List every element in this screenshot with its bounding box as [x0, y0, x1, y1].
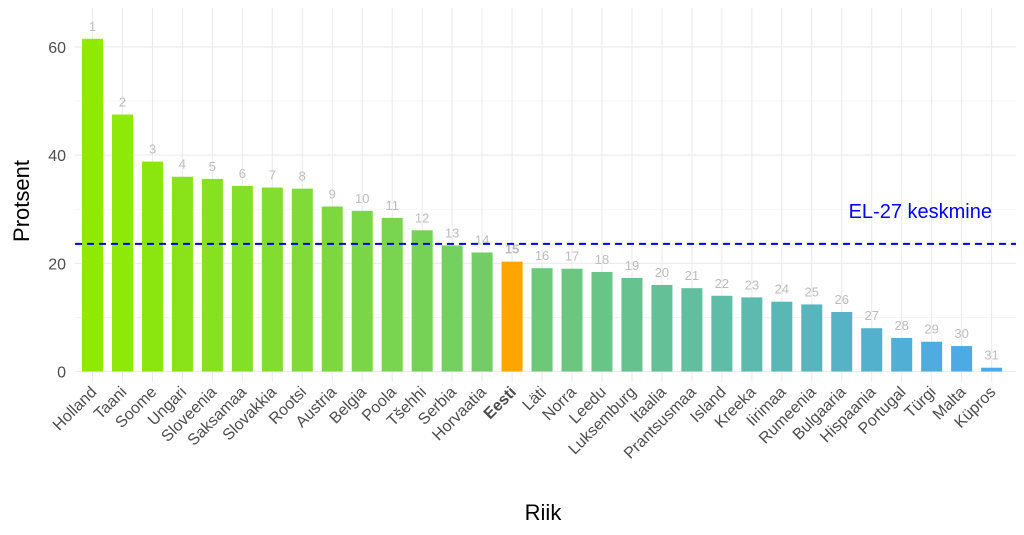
bar-läti — [531, 268, 553, 372]
bar-taani — [111, 114, 133, 372]
rank-label: 15 — [505, 242, 519, 257]
bar-prantsusmaa — [681, 288, 703, 372]
rank-label: 30 — [954, 326, 968, 341]
rank-label: 20 — [655, 265, 669, 280]
rank-label: 4 — [179, 157, 186, 172]
rank-label: 12 — [415, 210, 429, 225]
rank-label: 5 — [209, 159, 216, 174]
rank-label: 2 — [119, 95, 126, 110]
rank-label: 10 — [355, 191, 369, 206]
bar-serbia — [441, 245, 463, 372]
y-tick-label: 20 — [48, 256, 66, 273]
bar-leedu — [591, 271, 613, 372]
bar-luksemburg — [621, 277, 643, 372]
rank-label: 14 — [475, 232, 489, 247]
reference-line-group: EL-27 keskmine — [75, 201, 1016, 245]
rank-label: 19 — [625, 258, 639, 273]
bars — [82, 38, 1003, 372]
bar-hispaania — [861, 328, 883, 372]
rank-label: 18 — [595, 252, 609, 267]
bar-slovakkia — [261, 187, 283, 372]
rank-label: 27 — [864, 308, 878, 323]
rank-label: 3 — [149, 142, 156, 157]
bar-norra — [561, 268, 583, 372]
y-axis-ticks: 0 20 40 60 — [48, 40, 66, 382]
y-tick-label: 60 — [48, 40, 66, 57]
bar-iirimaa — [771, 301, 793, 372]
bar-ungari — [171, 176, 193, 372]
y-axis-title: Protsent — [9, 160, 34, 242]
bar-soome — [141, 161, 163, 372]
rank-label: 8 — [299, 169, 306, 184]
bar-poola — [381, 217, 403, 372]
bar-saksamaa — [231, 185, 253, 372]
rank-label: 29 — [924, 322, 938, 337]
bar-portugal — [891, 337, 913, 372]
bar-malta — [951, 346, 973, 372]
rank-label: 21 — [685, 268, 699, 283]
rank-label: 1 — [89, 19, 96, 34]
rank-label: 31 — [984, 348, 998, 363]
bar-island — [711, 295, 733, 372]
rank-label: 24 — [775, 282, 789, 297]
bar-rumeenia — [801, 304, 823, 372]
rank-label: 28 — [894, 318, 908, 333]
rank-label: 22 — [715, 276, 729, 291]
rank-label: 16 — [535, 248, 549, 263]
x-axis-title: Riik — [525, 500, 563, 525]
bar-türgi — [921, 341, 943, 372]
rank-label: 26 — [835, 292, 849, 307]
bar-belgia — [351, 210, 373, 372]
bar-tšehhi — [411, 230, 433, 372]
bar-austria — [321, 206, 343, 372]
rank-label: 17 — [565, 249, 579, 264]
reference-line-label: EL-27 keskmine — [849, 201, 992, 223]
rank-label: 23 — [745, 277, 759, 292]
rank-label: 13 — [445, 225, 459, 240]
x-tick-label: Eesti — [481, 384, 520, 423]
bar-kreeka — [741, 297, 763, 372]
y-tick-label: 40 — [48, 148, 66, 165]
rank-label: 7 — [269, 168, 276, 183]
bar-sloveenia — [201, 178, 223, 372]
rank-label: 11 — [385, 198, 399, 213]
y-tick-label: 0 — [57, 365, 66, 382]
x-axis-ticks: HollandTaaniSoomeUngariSloveeniaSaksamaa… — [50, 384, 999, 463]
rank-label: 9 — [329, 186, 336, 201]
bar-horvaatia — [471, 252, 493, 372]
rank-label: 25 — [805, 284, 819, 299]
bar-itaalia — [651, 284, 673, 372]
bar-küpros — [981, 367, 1003, 372]
bar-eesti — [501, 261, 523, 372]
bar-bulgaaria — [831, 311, 853, 372]
bar-holland — [82, 38, 103, 372]
rank-label: 6 — [239, 166, 246, 181]
bar-rootsi — [291, 188, 313, 372]
